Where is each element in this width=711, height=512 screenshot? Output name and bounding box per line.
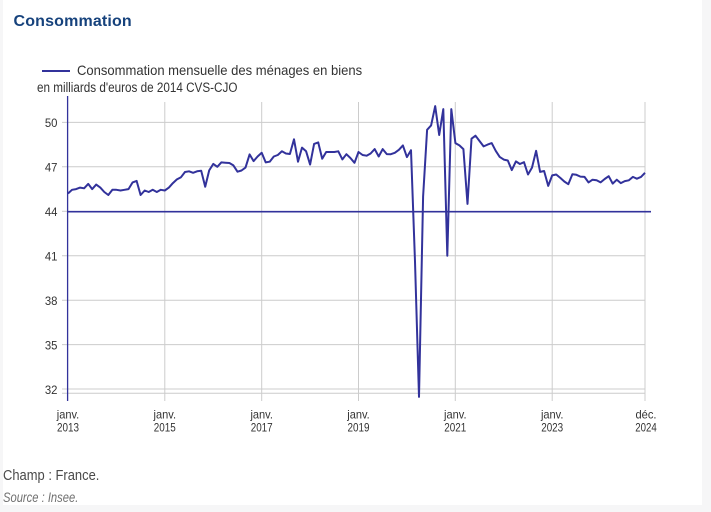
svg-text:janv.: janv. bbox=[250, 408, 273, 422]
svg-text:2024: 2024 bbox=[635, 421, 657, 435]
svg-text:2013: 2013 bbox=[57, 421, 79, 435]
svg-text:janv.: janv. bbox=[153, 408, 176, 422]
svg-text:2023: 2023 bbox=[541, 421, 563, 435]
svg-text:janv.: janv. bbox=[346, 408, 369, 422]
svg-text:47: 47 bbox=[45, 161, 58, 175]
svg-text:41: 41 bbox=[45, 250, 58, 264]
svg-text:déc.: déc. bbox=[636, 408, 657, 422]
svg-text:janv.: janv. bbox=[56, 408, 79, 422]
svg-text:38: 38 bbox=[45, 294, 58, 308]
svg-text:32: 32 bbox=[45, 383, 58, 397]
svg-text:44: 44 bbox=[45, 205, 58, 219]
svg-text:janv.: janv. bbox=[443, 408, 466, 422]
svg-text:2017: 2017 bbox=[251, 421, 273, 435]
svg-text:50: 50 bbox=[45, 116, 58, 130]
svg-text:2019: 2019 bbox=[348, 421, 370, 435]
svg-text:35: 35 bbox=[45, 338, 58, 352]
svg-text:2015: 2015 bbox=[154, 421, 176, 435]
svg-text:2021: 2021 bbox=[444, 421, 466, 435]
svg-text:janv.: janv. bbox=[540, 408, 563, 422]
